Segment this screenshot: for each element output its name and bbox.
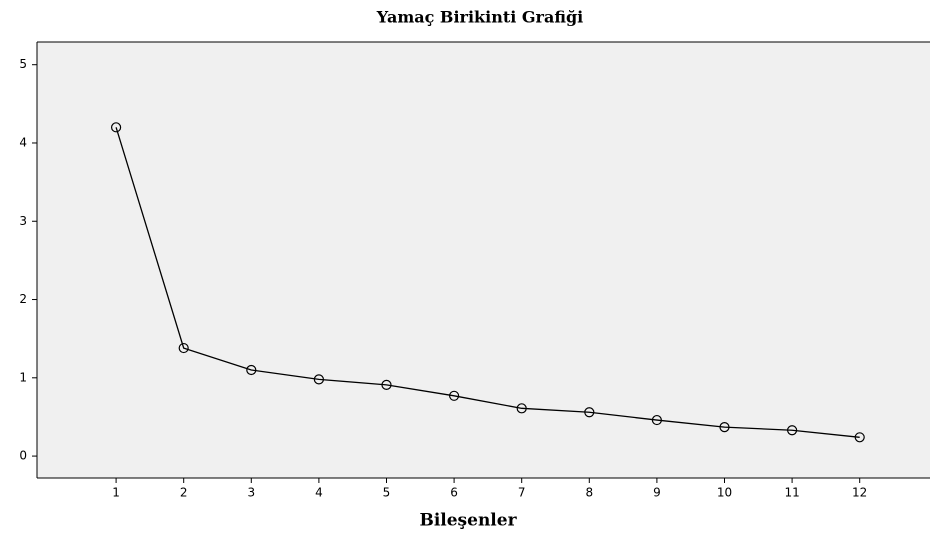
data-point	[651, 414, 662, 426]
x-tick-label: 11	[784, 486, 799, 500]
data-point	[448, 390, 460, 401]
chart-title: Yamaç Birikinti Grafiği	[376, 8, 583, 27]
x-tick-label: 1	[112, 486, 120, 500]
series-line	[115, 127, 860, 438]
data-point	[178, 342, 189, 354]
y-tick-label: 4	[19, 135, 27, 149]
x-tick-label: 6	[450, 486, 458, 500]
data-point	[584, 407, 595, 418]
x-tick-label: 4	[315, 486, 323, 500]
x-tick-label: 12	[852, 486, 867, 500]
y-tick-label: 2	[19, 292, 27, 306]
plot-area	[37, 42, 930, 478]
data-point	[381, 379, 392, 390]
data-point	[110, 122, 122, 133]
y-tick-label: 1	[19, 370, 27, 384]
data-point	[854, 432, 865, 443]
data-point	[246, 364, 257, 376]
y-tick-label: 5	[19, 57, 27, 71]
x-tick-label: 9	[653, 486, 661, 500]
x-tick-label: 3	[247, 486, 255, 500]
x-tick-label: 8	[585, 486, 593, 500]
x-tick-label: 2	[180, 486, 188, 500]
data-point	[786, 425, 798, 436]
data-point	[516, 403, 527, 414]
x-tick-label: 10	[717, 486, 732, 500]
x-tick-label: 7	[518, 486, 526, 500]
y-tick-label: 3	[19, 214, 27, 228]
x-axis-label: Bileşenler	[419, 511, 517, 531]
data-point	[719, 422, 730, 433]
data-point	[313, 374, 324, 385]
x-tick-label: 5	[383, 486, 391, 500]
y-tick-label: 0	[19, 449, 27, 463]
